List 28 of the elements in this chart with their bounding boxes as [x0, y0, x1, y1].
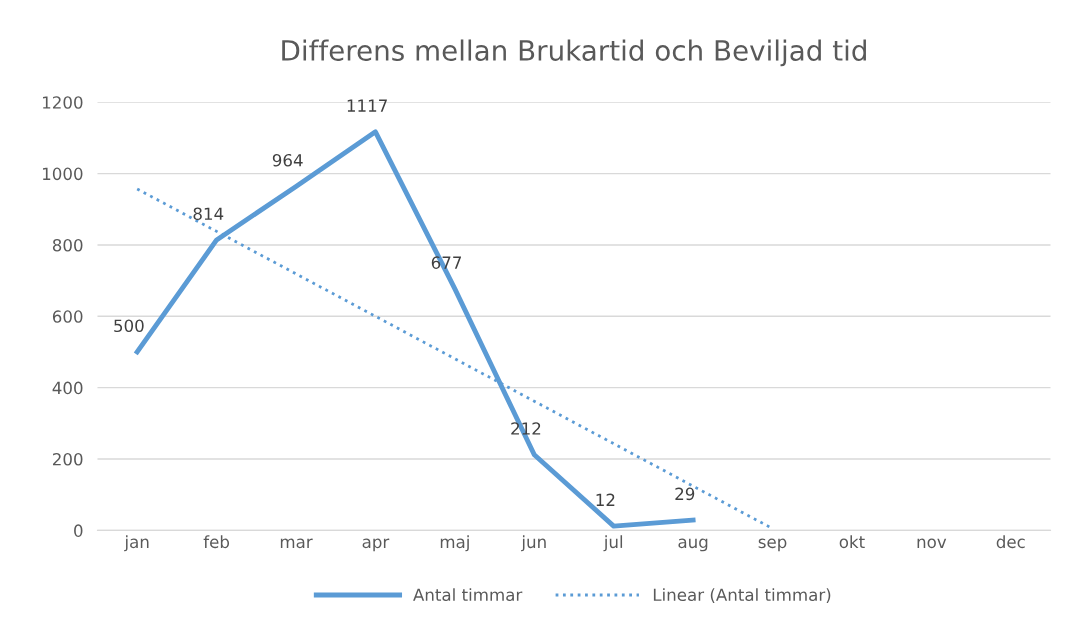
legend-label: Linear (Antal timmar) [653, 588, 831, 604]
chart-title: Differens mellan Brukartid och Beviljad tid [282, 39, 866, 67]
data-label: 29 [675, 487, 695, 501]
y-tick-label: 600 [52, 310, 83, 323]
x-tick-label: jul [603, 535, 623, 552]
x-tick-label: jun [521, 535, 546, 552]
legend-label: Antal timmar [413, 588, 523, 602]
x-tick-label: okt [839, 535, 865, 549]
y-tick-label: 800 [52, 238, 83, 252]
data-label: 1117 [347, 99, 387, 112]
x-tick-label: feb [203, 535, 230, 549]
data-label: 964 [272, 153, 303, 167]
y-tick-label: 1200 [43, 96, 83, 109]
x-tick-label: sep [758, 538, 787, 552]
x-tick-label: apr [362, 538, 390, 552]
data-label: 12 [596, 493, 615, 506]
x-tick-label: jan [124, 535, 149, 552]
x-tick-label: dec [996, 535, 1025, 549]
y-tick-label: 1000 [43, 167, 83, 181]
x-tick-label: aug [678, 538, 708, 552]
x-tick-label: nov [917, 538, 947, 549]
x-tick-label: mar [280, 538, 313, 549]
y-tick-label: 200 [52, 452, 83, 466]
data-label: 814 [193, 207, 224, 221]
data-label: 500 [114, 319, 144, 333]
y-tick-label: 0 [74, 524, 83, 537]
y-tick-label: 400 [52, 381, 83, 395]
x-tick-label: maj [440, 535, 469, 552]
